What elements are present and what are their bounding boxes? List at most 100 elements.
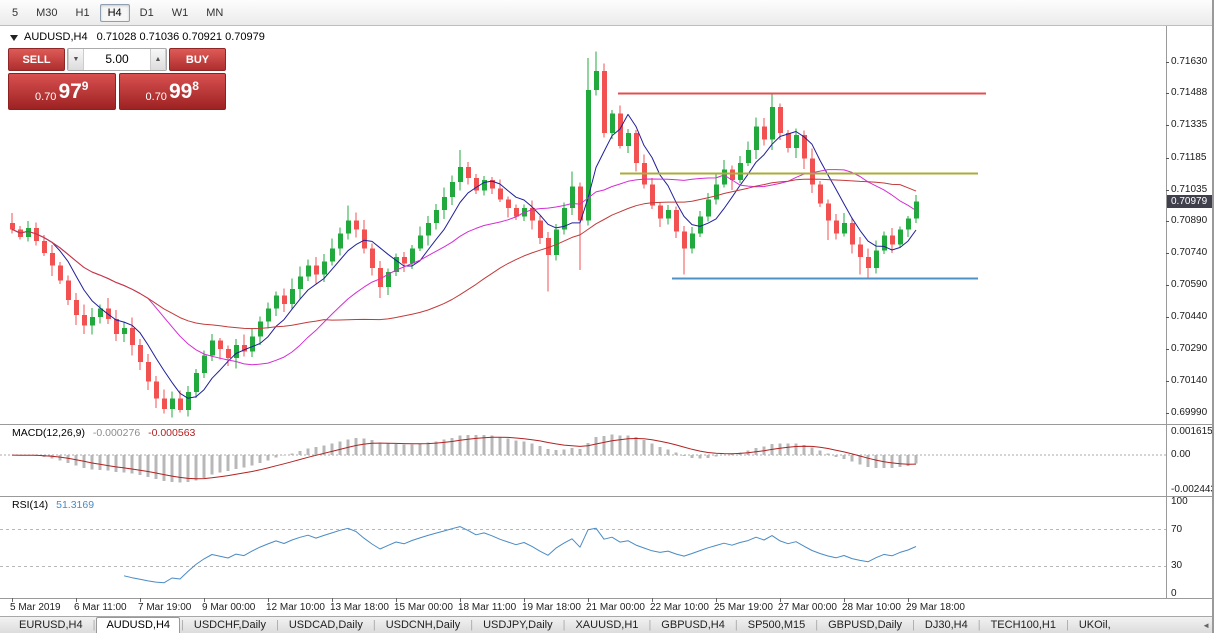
time-axis-label: 18 Mar 11:00 [458, 602, 517, 613]
time-axis-label: 5 Mar 2019 [10, 602, 61, 613]
price-scale[interactable]: 0.71630 0.71488 0.71335 0.71185 0.71035 0.708… [1167, 0, 1214, 633]
current-price-badge: 0.70979 [1167, 195, 1213, 209]
time-axis-label: 15 Mar 00:00 [394, 602, 453, 613]
volume-increase-button[interactable]: ▲ [150, 49, 166, 70]
time-axis-tickmark [460, 598, 461, 602]
tab-separator: | [470, 619, 474, 631]
price-scale-tick: 0.70290 [1171, 343, 1208, 355]
timeframe-button-mn[interactable]: MN [206, 6, 224, 19]
volume-field[interactable]: 5.00 [105, 52, 129, 66]
tab-separator: | [372, 619, 376, 631]
rsi-scale-tick: 70 [1171, 523, 1183, 535]
price-scale-tickmark [1166, 157, 1169, 159]
tab-separator: | [181, 619, 184, 631]
time-axis-tickmark [588, 598, 589, 602]
buy-price-prefix: 0.70 [145, 91, 167, 103]
time-axis-tickmark [844, 598, 845, 602]
time-axis-label: 25 Mar 19:00 [714, 602, 773, 613]
sell-price-prefix: 0.70 [35, 91, 57, 103]
price-scale-tickmark [1166, 220, 1169, 222]
time-axis-tickmark [716, 598, 717, 602]
time-axis-tickmark [780, 598, 781, 602]
buy-price-button[interactable]: 0.70 99 8 [118, 73, 226, 110]
timeframe-button-h1[interactable]: H1 [75, 6, 90, 19]
chart-tab-eurusd-h4[interactable]: EURUSD,H4 [19, 619, 83, 631]
macd-scale-tick: -0.002443 [1171, 484, 1214, 495]
macd-scale-tick: 0.001615 [1171, 426, 1213, 437]
chart-tab-usdcad-daily[interactable]: USDCAD,Daily [288, 619, 363, 631]
time-axis-tickmark [12, 598, 13, 602]
chart-tab-tech100-h1[interactable]: TECH100,H1 [990, 619, 1056, 631]
chart-tab-xauusd-h1[interactable]: XAUUSD,H1 [575, 619, 639, 631]
tab-separator: | [562, 619, 566, 631]
price-scale-tickmark [1166, 62, 1169, 64]
chart-tab-ukoil-[interactable]: UKOil, [1078, 619, 1111, 631]
time-axis-label: 12 Mar 10:00 [266, 602, 325, 613]
price-scale-tick: 0.70590 [1171, 278, 1208, 290]
price-scale-tickmark [1166, 125, 1169, 127]
chart-tab-usdcnh-daily[interactable]: USDCNH,Daily [385, 619, 461, 631]
time-axis-label: 27 Mar 00:00 [778, 602, 837, 613]
price-scale-tick: 0.71335 [1171, 119, 1208, 131]
price-scale-tickmark [1166, 189, 1169, 191]
time-axis-label: 19 Mar 18:00 [522, 602, 581, 613]
chart-tab-usdjpy-daily[interactable]: USDJPY,Daily [483, 619, 553, 631]
price-scale-tick: 0.70140 [1171, 375, 1208, 387]
chart-tab-dj30-h4[interactable]: DJ30,H4 [924, 619, 968, 631]
timeframe-button-d1[interactable]: D1 [139, 6, 154, 19]
rsi-scale-tick: 30 [1171, 560, 1183, 572]
chart-tab-usdchf-daily[interactable]: USDCHF,Daily [193, 619, 266, 631]
tab-separator: | [92, 619, 96, 631]
candlestick-chart-canvas[interactable] [0, 26, 1166, 598]
one-click-collapse-icon[interactable] [10, 35, 18, 41]
timeframe-button-5[interactable]: 5 [12, 6, 19, 19]
chart-symbol-label: AUDUSD,H4 [24, 31, 88, 43]
timeframe-button-w1[interactable]: W1 [171, 6, 189, 19]
chart-tab-gbpusd-daily[interactable]: GBPUSD,Daily [828, 619, 903, 631]
tab-separator: | [977, 619, 981, 631]
volume-decrease-button[interactable]: ▼ [68, 49, 84, 70]
tab-scroll-left-icon[interactable]: ◄ [1202, 621, 1210, 630]
chart-tab-gbpusd-h4[interactable]: GBPUSD,H4 [661, 619, 725, 631]
price-scale-tick: 0.70890 [1171, 214, 1208, 226]
time-axis-label: 6 Mar 11:00 [74, 602, 127, 613]
price-axis-line [1166, 26, 1167, 598]
time-axis-tickmark [268, 598, 269, 602]
price-scale-tickmark [1166, 92, 1169, 94]
time-axis-tickmark [652, 598, 653, 602]
time-axis[interactable]: 5 Mar 2019 6 Mar 11:00 7 Mar 19:00 9 Mar 00… [0, 598, 1166, 616]
tab-separator: | [276, 619, 279, 631]
buy-price-pipette: 8 [192, 79, 199, 93]
macd-signal-value: -0.000563 [148, 427, 196, 439]
chart-ohlc-values: 0.71028 0.71036 0.70921 0.70979 [96, 31, 265, 43]
price-scale-tickmark [1166, 381, 1169, 383]
tab-separator: | [1065, 619, 1069, 631]
time-axis-line [0, 598, 1214, 599]
time-axis-label: 21 Mar 00:00 [586, 602, 645, 613]
one-click-trading-panel: SELL ▼ 5.00 ▲ BUY 0.70 97 9 0.70 99 8 [8, 48, 226, 110]
sell-button[interactable]: SELL [8, 48, 65, 71]
tab-separator: | [734, 619, 738, 631]
chart-tab-audusd-h4[interactable]: AUDUSD,H4 [96, 617, 181, 633]
tab-separator: | [912, 619, 915, 631]
price-scale-tick: 0.71185 [1171, 151, 1207, 163]
pane-separator-main-macd[interactable] [0, 424, 1214, 425]
timeframe-button-m30[interactable]: M30 [36, 6, 58, 19]
rsi-name: RSI(14) [12, 499, 49, 511]
time-axis-tickmark [332, 598, 333, 602]
price-scale-tickmark [1166, 349, 1169, 351]
rsi-scale-tick: 0 [1171, 588, 1177, 599]
time-axis-label: 9 Mar 00:00 [202, 602, 256, 613]
macd-main-value: -0.000276 [92, 427, 141, 439]
time-axis-label: 13 Mar 18:00 [330, 602, 389, 613]
macd-indicator-label: MACD(12,26,9) -0.000276 -0.000563 [12, 427, 195, 439]
chart-tab-sp500-m15[interactable]: SP500,M15 [747, 619, 806, 631]
pane-separator-macd-rsi[interactable] [0, 496, 1214, 497]
timeframe-button-h4[interactable]: H4 [99, 3, 130, 22]
time-axis-label: 28 Mar 10:00 [842, 602, 901, 613]
sell-price-button[interactable]: 0.70 97 9 [8, 73, 116, 110]
time-axis-tickmark [908, 598, 909, 602]
buy-button[interactable]: BUY [169, 48, 226, 71]
window-edge [1212, 0, 1214, 633]
